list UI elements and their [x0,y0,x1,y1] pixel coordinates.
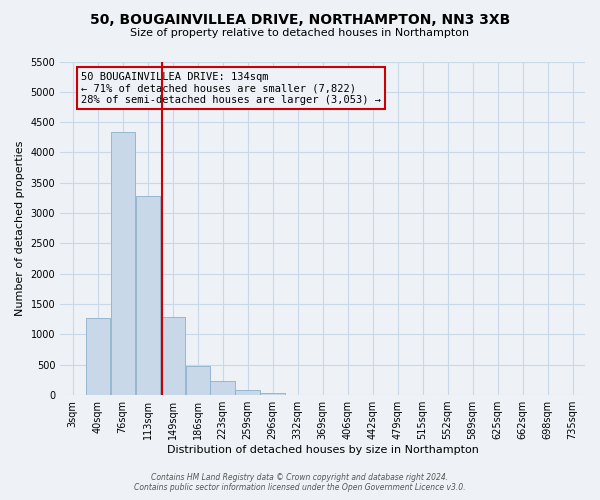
Bar [260,394,285,395]
Bar [136,196,160,395]
Bar [235,390,260,395]
Text: 50, BOUGAINVILLEA DRIVE, NORTHAMPTON, NN3 3XB: 50, BOUGAINVILLEA DRIVE, NORTHAMPTON, NN… [90,12,510,26]
Y-axis label: Number of detached properties: Number of detached properties [15,140,25,316]
Bar [110,132,135,395]
Bar [211,381,235,395]
X-axis label: Distribution of detached houses by size in Northampton: Distribution of detached houses by size … [167,445,479,455]
Text: Contains HM Land Registry data © Crown copyright and database right 2024.
Contai: Contains HM Land Registry data © Crown c… [134,473,466,492]
Text: 50 BOUGAINVILLEA DRIVE: 134sqm
← 71% of detached houses are smaller (7,822)
28% : 50 BOUGAINVILLEA DRIVE: 134sqm ← 71% of … [81,72,381,104]
Text: Size of property relative to detached houses in Northampton: Size of property relative to detached ho… [130,28,470,38]
Bar [161,317,185,395]
Bar [86,318,110,395]
Bar [185,366,210,395]
